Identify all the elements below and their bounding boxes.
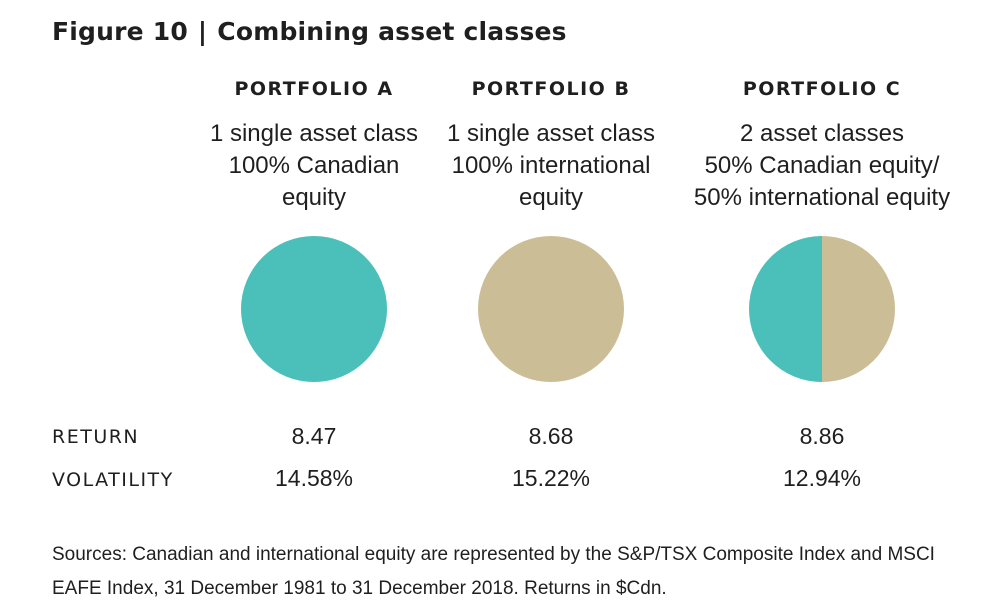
figure-title-text: Combining asset classes [217, 17, 567, 46]
volatility-label: VOLATILITY [52, 469, 174, 491]
portfolio-a-desc-line: 1 single asset class [209, 120, 419, 147]
sources-note: Sources: Canadian and international equi… [52, 538, 982, 606]
portfolio-b-desc-line: 1 single asset class [446, 120, 656, 147]
portfolio-c-desc-line: 50% Canadian equity/ [704, 152, 940, 179]
portfolio-b-title: PORTFOLIO B [471, 78, 631, 100]
portfolio-c-return: 8.86 [799, 423, 845, 449]
portfolio-c-column: PORTFOLIO C 2 asset classes 50% Canadian… [692, 78, 952, 214]
portfolio-b-slice-international-equity [478, 236, 624, 382]
portfolio-a-desc-line: 100% Canadian [228, 152, 400, 179]
portfolio-c-pie [749, 236, 895, 382]
portfolio-a-pie [241, 236, 387, 382]
portfolio-a-slice-canadian-equity [241, 236, 387, 382]
portfolio-a-volatility: 14.58% [274, 465, 353, 491]
portfolio-a-return: 8.47 [291, 423, 337, 449]
title-separator: | [197, 17, 208, 46]
portfolio-c-slice-canadian-equity [749, 236, 822, 382]
portfolio-c-title: PORTFOLIO C [742, 78, 902, 100]
portfolio-b-description: 1 single asset class 100% international … [421, 118, 681, 214]
sources-line: Sources: Canadian and international equi… [52, 544, 935, 565]
portfolio-c-desc-line: 50% international equity [693, 184, 951, 211]
return-label: RETURN [52, 426, 140, 448]
figure-label: Figure 10 [52, 17, 188, 46]
sources-line: EAFE Index, 31 December 1981 to 31 Decem… [52, 578, 667, 599]
portfolio-a-title: PORTFOLIO A [234, 78, 394, 100]
portfolio-c-desc-line: 2 asset classes [739, 120, 905, 147]
portfolio-b-desc-line: 100% international [451, 152, 651, 179]
portfolio-b-column: PORTFOLIO B 1 single asset class 100% in… [421, 78, 681, 214]
portfolio-a-desc-line: equity [281, 184, 347, 211]
portfolio-c-description: 2 asset classes 50% Canadian equity/ 50%… [692, 118, 952, 214]
portfolio-b-pie [478, 236, 624, 382]
portfolio-b-volatility: 15.22% [511, 465, 590, 491]
portfolio-a-column: PORTFOLIO A 1 single asset class 100% Ca… [184, 78, 444, 214]
portfolio-c-slice-international-equity [822, 236, 895, 382]
portfolio-b-desc-line: equity [518, 184, 584, 211]
portfolio-c-volatility: 12.94% [782, 465, 861, 491]
figure-title: Figure 10 | Combining asset classes [52, 17, 567, 46]
portfolio-a-description: 1 single asset class 100% Canadian equit… [184, 118, 444, 214]
portfolio-b-return: 8.68 [528, 423, 574, 449]
